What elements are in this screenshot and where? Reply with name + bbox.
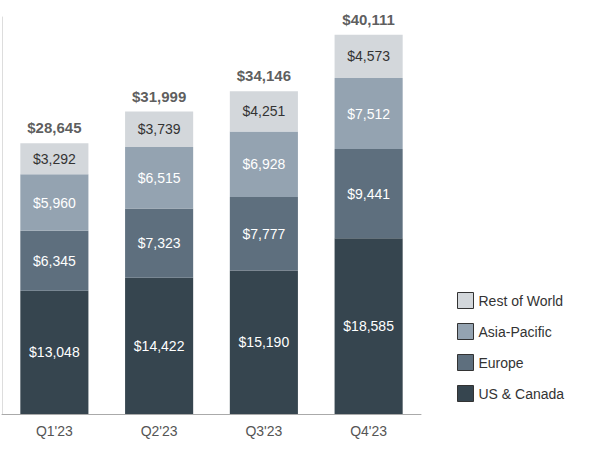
svg-text:$40,111: $40,111 xyxy=(342,11,395,28)
svg-text:$7,323: $7,323 xyxy=(138,235,181,251)
svg-text:Rest of World: Rest of World xyxy=(479,293,564,309)
svg-text:$4,251: $4,251 xyxy=(242,103,285,119)
svg-text:US & Canada: US & Canada xyxy=(479,386,565,402)
svg-text:$9,441: $9,441 xyxy=(347,186,390,202)
svg-text:Q2'23: Q2'23 xyxy=(141,423,178,439)
svg-text:Q1'23: Q1'23 xyxy=(36,423,73,439)
svg-text:$15,190: $15,190 xyxy=(239,334,290,350)
svg-text:$3,292: $3,292 xyxy=(33,151,76,167)
svg-text:Asia-Pacific: Asia-Pacific xyxy=(479,324,552,340)
svg-text:$13,048: $13,048 xyxy=(29,344,80,360)
svg-text:$7,777: $7,777 xyxy=(242,226,285,242)
svg-text:Europe: Europe xyxy=(479,355,524,371)
svg-text:$5,960: $5,960 xyxy=(33,195,76,211)
svg-text:$6,515: $6,515 xyxy=(138,170,181,186)
svg-text:Q3'23: Q3'23 xyxy=(245,423,282,439)
svg-text:$14,422: $14,422 xyxy=(134,338,185,354)
svg-text:$4,573: $4,573 xyxy=(347,48,390,64)
svg-text:$18,585: $18,585 xyxy=(343,318,394,334)
svg-text:$31,999: $31,999 xyxy=(132,88,186,105)
svg-text:$34,146: $34,146 xyxy=(237,67,291,84)
svg-text:$7,512: $7,512 xyxy=(347,106,390,122)
svg-text:$6,928: $6,928 xyxy=(242,156,285,172)
svg-text:$28,645: $28,645 xyxy=(27,119,81,136)
svg-text:Q4'23: Q4'23 xyxy=(350,423,387,439)
svg-text:$3,739: $3,739 xyxy=(138,121,181,137)
svg-text:$6,345: $6,345 xyxy=(33,253,76,269)
